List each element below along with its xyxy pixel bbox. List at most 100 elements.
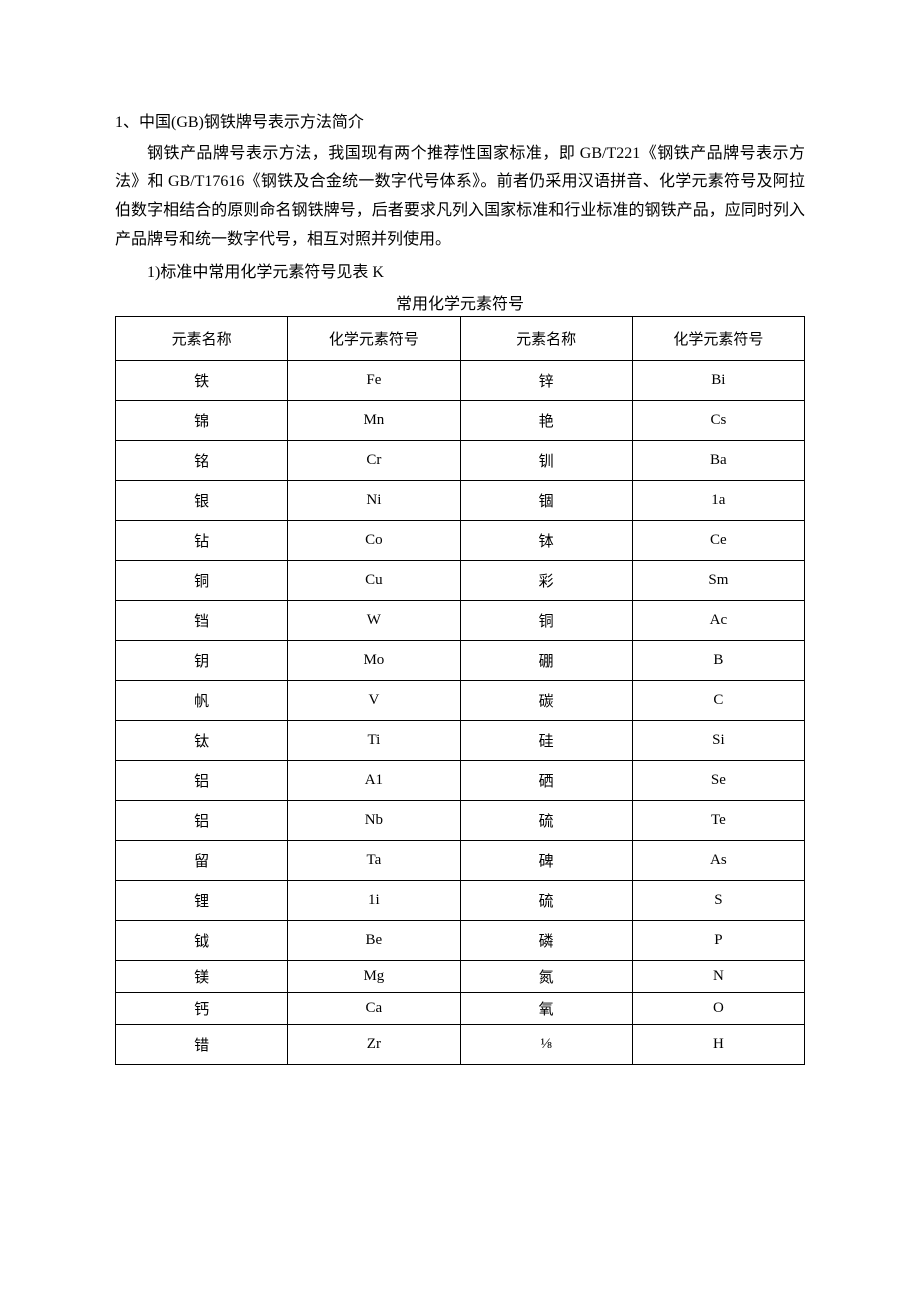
table-cell: Si — [632, 720, 804, 760]
table-cell: 钵 — [460, 520, 632, 560]
sub-heading: 1)标准中常用化学元素符号见表 K — [115, 259, 805, 288]
table-cell: Fe — [288, 360, 460, 400]
table-cell: Ce — [632, 520, 804, 560]
table-cell: 铝 — [116, 760, 288, 800]
table-row: 钺Be磷P — [116, 920, 805, 960]
elements-table: 元素名称 化学元素符号 元素名称 化学元素符号 铁Fe锌Bi锦Mn艳Cs铭Cr钏… — [115, 316, 805, 1065]
table-cell: Ac — [632, 600, 804, 640]
table-cell: Ba — [632, 440, 804, 480]
table-cell: Mn — [288, 400, 460, 440]
table-cell: Nb — [288, 800, 460, 840]
col-header: 元素名称 — [460, 316, 632, 360]
table-cell: B — [632, 640, 804, 680]
table-cell: Be — [288, 920, 460, 960]
table-cell: C — [632, 680, 804, 720]
table-cell: N — [632, 960, 804, 992]
table-row: 钥Mo硼B — [116, 640, 805, 680]
table-cell: 铛 — [116, 600, 288, 640]
table-cell: 帆 — [116, 680, 288, 720]
table-cell: 硫 — [460, 800, 632, 840]
table-cell: 钥 — [116, 640, 288, 680]
table-cell: 艳 — [460, 400, 632, 440]
table-cell: 留 — [116, 840, 288, 880]
intro-paragraph: 钢铁产品牌号表示方法，我国现有两个推荐性国家标准，即 GB/T221《钢铁产品牌… — [115, 140, 805, 255]
table-cell: Cu — [288, 560, 460, 600]
table-cell: 钛 — [116, 720, 288, 760]
table-cell: 钺 — [116, 920, 288, 960]
table-cell: P — [632, 920, 804, 960]
table-cell: Co — [288, 520, 460, 560]
table-cell: 银 — [116, 480, 288, 520]
table-row: 帆V碳C — [116, 680, 805, 720]
table-cell: A1 — [288, 760, 460, 800]
table-cell: 硼 — [460, 640, 632, 680]
table-cell: 钏 — [460, 440, 632, 480]
table-row: 镁Mg氮N — [116, 960, 805, 992]
table-cell: Ta — [288, 840, 460, 880]
table-row: 锂1i硫S — [116, 880, 805, 920]
table-row: 钻Co钵Ce — [116, 520, 805, 560]
table-cell: 错 — [116, 1024, 288, 1064]
col-header: 化学元素符号 — [632, 316, 804, 360]
table-cell: 1a — [632, 480, 804, 520]
table-cell: 硅 — [460, 720, 632, 760]
table-cell: Ni — [288, 480, 460, 520]
table-cell: O — [632, 992, 804, 1024]
table-cell: Sm — [632, 560, 804, 600]
table-cell: 镁 — [116, 960, 288, 992]
table-row: 钛Ti硅Si — [116, 720, 805, 760]
table-cell: S — [632, 880, 804, 920]
table-cell: Mo — [288, 640, 460, 680]
table-cell: Te — [632, 800, 804, 840]
table-cell: 铝 — [116, 800, 288, 840]
table-cell: ⅛ — [460, 1024, 632, 1064]
table-cell: 锂 — [116, 880, 288, 920]
table-cell: 磷 — [460, 920, 632, 960]
table-row: 铝Nb硫Te — [116, 800, 805, 840]
table-row: 留Ta碑As — [116, 840, 805, 880]
table-row: 错Zr⅛H — [116, 1024, 805, 1064]
table-caption: 常用化学元素符号 — [115, 290, 805, 314]
table-cell: 铁 — [116, 360, 288, 400]
table-cell: 氧 — [460, 992, 632, 1024]
table-cell: 锢 — [460, 480, 632, 520]
table-cell: 碑 — [460, 840, 632, 880]
table-cell: Cs — [632, 400, 804, 440]
table-cell: Ca — [288, 992, 460, 1024]
table-cell: 硒 — [460, 760, 632, 800]
table-cell: Cr — [288, 440, 460, 480]
table-body: 铁Fe锌Bi锦Mn艳Cs铭Cr钏Ba银Ni锢1a钻Co钵Ce铜Cu彩Sm铛W铜A… — [116, 360, 805, 1064]
section-heading: 1、中国(GB)钢铁牌号表示方法简介 — [115, 110, 805, 136]
table-cell: 锦 — [116, 400, 288, 440]
table-cell: W — [288, 600, 460, 640]
table-cell: 铭 — [116, 440, 288, 480]
table-cell: Bi — [632, 360, 804, 400]
table-cell: Ti — [288, 720, 460, 760]
table-cell: 碳 — [460, 680, 632, 720]
table-cell: 氮 — [460, 960, 632, 992]
table-cell: 钙 — [116, 992, 288, 1024]
col-header: 化学元素符号 — [288, 316, 460, 360]
table-cell: 彩 — [460, 560, 632, 600]
table-row: 铜Cu彩Sm — [116, 560, 805, 600]
table-cell: 硫 — [460, 880, 632, 920]
table-cell: 1i — [288, 880, 460, 920]
table-cell: V — [288, 680, 460, 720]
table-cell: Se — [632, 760, 804, 800]
table-row: 锦Mn艳Cs — [116, 400, 805, 440]
table-cell: As — [632, 840, 804, 880]
table-row: 铁Fe锌Bi — [116, 360, 805, 400]
table-cell: Mg — [288, 960, 460, 992]
table-row: 银Ni锢1a — [116, 480, 805, 520]
table-row: 铛W铜Ac — [116, 600, 805, 640]
table-cell: 铜 — [116, 560, 288, 600]
table-row: 钙Ca氧O — [116, 992, 805, 1024]
table-header-row: 元素名称 化学元素符号 元素名称 化学元素符号 — [116, 316, 805, 360]
col-header: 元素名称 — [116, 316, 288, 360]
table-row: 铝A1硒Se — [116, 760, 805, 800]
table-row: 铭Cr钏Ba — [116, 440, 805, 480]
table-cell: 钻 — [116, 520, 288, 560]
table-cell: 锌 — [460, 360, 632, 400]
table-cell: H — [632, 1024, 804, 1064]
table-cell: Zr — [288, 1024, 460, 1064]
